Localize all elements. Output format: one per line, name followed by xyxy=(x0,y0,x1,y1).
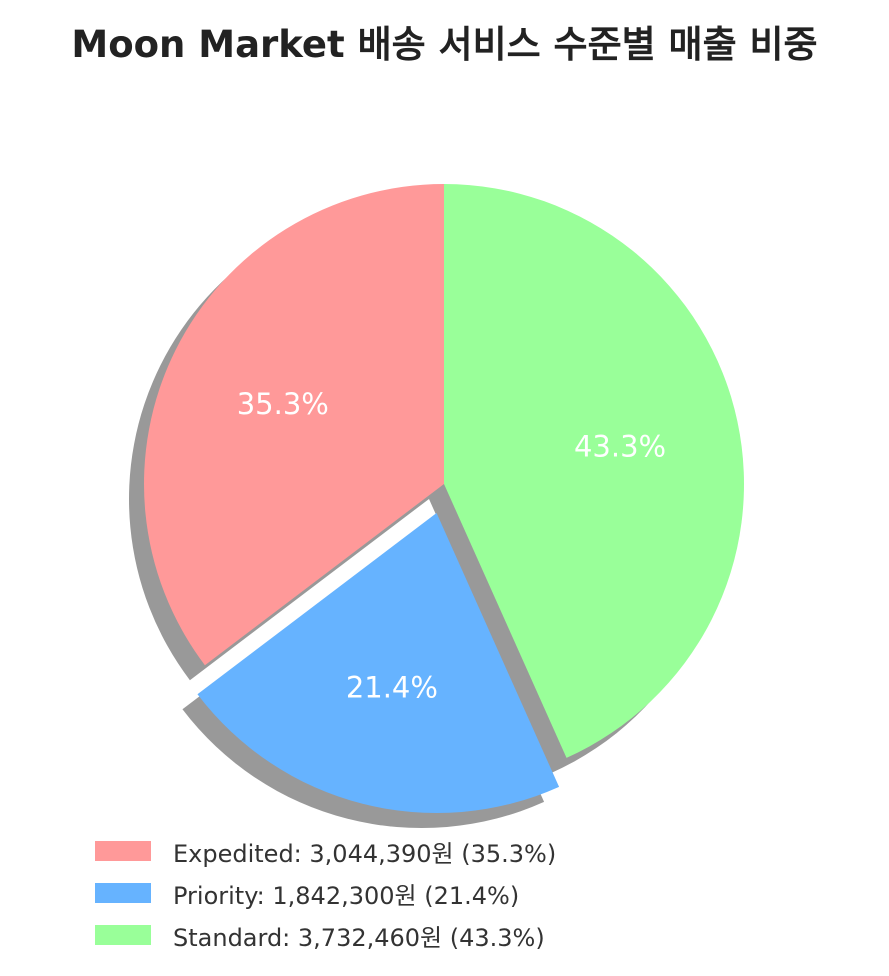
legend-label-standard: Standard: 3,732,460원 (43.3%) xyxy=(173,918,545,953)
legend-item-priority: Priority: 1,842,300원 (21.4%) xyxy=(95,872,556,914)
legend-item-standard: Standard: 3,732,460원 (43.3%) xyxy=(95,914,556,956)
pie-label-expedited: 35.3% xyxy=(237,387,329,421)
legend-label-priority: Priority: 1,842,300원 (21.4%) xyxy=(173,876,519,911)
legend-swatch-priority xyxy=(95,883,151,903)
legend-item-expedited: Expedited: 3,044,390원 (35.3%) xyxy=(95,830,556,872)
pie-label-standard: 43.3% xyxy=(574,429,666,463)
legend-label-expedited: Expedited: 3,044,390원 (35.3%) xyxy=(173,834,556,869)
legend: Expedited: 3,044,390원 (35.3%) Priority: … xyxy=(95,830,556,956)
legend-swatch-standard xyxy=(95,925,151,945)
pie-label-priority: 21.4% xyxy=(346,670,438,704)
legend-swatch-expedited xyxy=(95,841,151,861)
